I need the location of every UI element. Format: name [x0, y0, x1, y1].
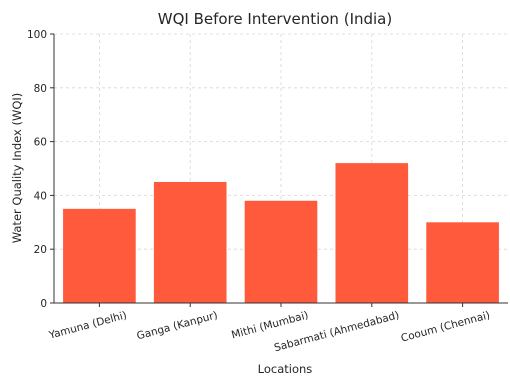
y-axis-ticks: 0 20 40 60 80 100: [27, 29, 54, 310]
y-tick-label: 60: [34, 137, 47, 149]
bar: [63, 208, 136, 303]
x-tick-label: Ganga (Kanpur): [135, 309, 219, 342]
y-tick-label: 100: [27, 29, 47, 41]
x-axis-label: Locations: [258, 362, 313, 376]
y-tick-label: 80: [34, 83, 47, 95]
chart-title: WQI Before Intervention (India): [158, 10, 392, 28]
bar: [153, 181, 227, 303]
y-axis-label: Water Quality Index (WQI): [10, 93, 24, 244]
y-tick-label: 20: [34, 244, 47, 256]
x-axis-ticks: Yamuna (Delhi) Ganga (Kanpur) Mithi (Mumba…: [47, 303, 492, 354]
bars: [63, 163, 499, 303]
bar: [335, 163, 409, 303]
bar: [426, 222, 499, 303]
x-tick-label: Yamuna (Delhi): [47, 309, 128, 342]
y-tick-label: 40: [34, 190, 47, 202]
y-tick-label: 0: [40, 298, 47, 310]
x-tick-label: Cooum (Chennai): [400, 309, 492, 344]
bar: [244, 200, 318, 303]
